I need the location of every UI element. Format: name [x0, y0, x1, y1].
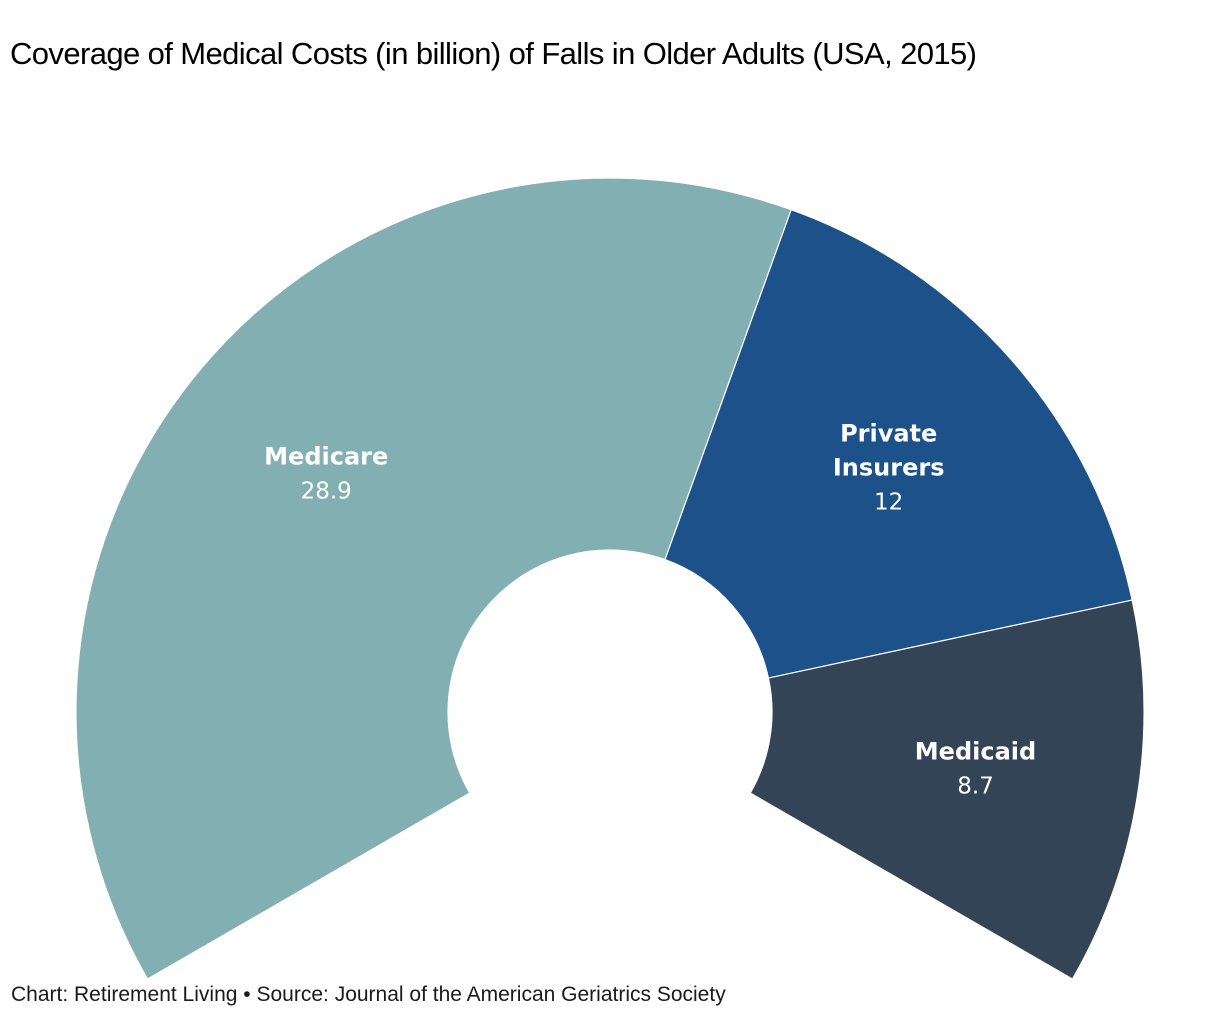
slice-value-medicare: 28.9 — [301, 479, 352, 505]
slice-private-insurers — [664, 208, 1133, 679]
slice-medicaid — [749, 599, 1145, 980]
chart-title: Coverage of Medical Costs (in billion) o… — [10, 36, 977, 71]
chart-source: Source: Journal of the American Geriatri… — [256, 983, 726, 1006]
slice-value-private-insurers: 12 — [874, 490, 903, 516]
chart-credit: Chart: Retirement Living — [11, 983, 238, 1006]
labels-layer: Medicare 28.9 Private Insurers 12 Medicaid 8.7 — [264, 420, 1036, 800]
slice-value-medicaid: 8.7 — [957, 774, 994, 800]
slice-label-private-insurers-line-1: Private — [840, 420, 937, 448]
slices-layer — [75, 177, 1145, 980]
slice-medicare — [75, 177, 792, 980]
slice-label-medicaid: Medicaid — [915, 738, 1036, 766]
chart-footer: Chart: Retirement Living • Source: Journ… — [11, 983, 726, 1007]
slice-label-medicare: Medicare — [264, 443, 388, 471]
slice-label-private-insurers-line-2: Insurers — [833, 454, 945, 482]
footer-separator: • — [243, 983, 251, 1006]
